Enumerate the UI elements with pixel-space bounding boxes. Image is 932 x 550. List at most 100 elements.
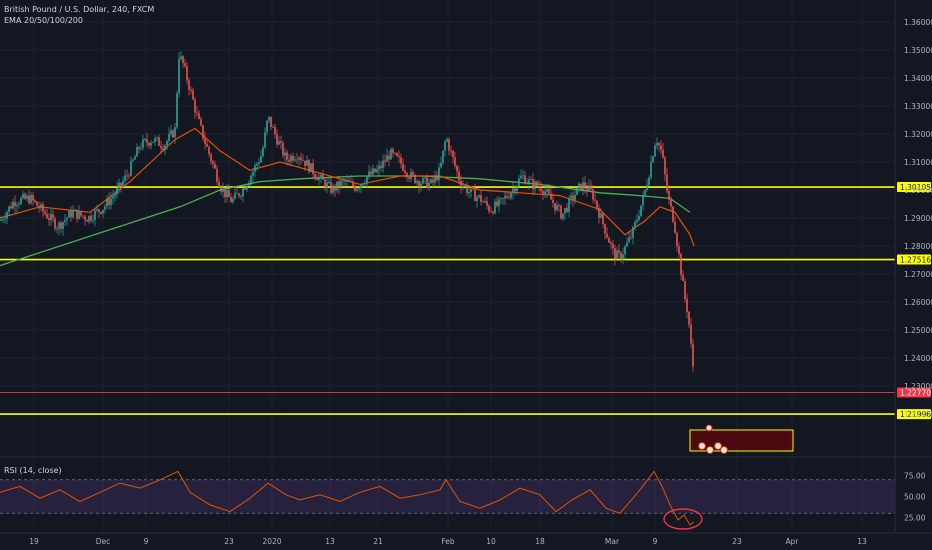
- candle-body[interactable]: [460, 180, 462, 188]
- candle-body[interactable]: [112, 196, 114, 199]
- candle-body[interactable]: [688, 311, 690, 325]
- candle-body[interactable]: [150, 142, 152, 146]
- candle-body[interactable]: [84, 216, 86, 220]
- candle-body[interactable]: [294, 159, 296, 161]
- candle-body[interactable]: [468, 192, 470, 194]
- candle-body[interactable]: [338, 181, 340, 188]
- candle-body[interactable]: [600, 213, 602, 218]
- candle-body[interactable]: [570, 195, 572, 199]
- candle-body[interactable]: [54, 218, 56, 229]
- candle-body[interactable]: [478, 194, 480, 198]
- candle-body[interactable]: [404, 170, 406, 174]
- candle-body[interactable]: [140, 147, 142, 149]
- candle-body[interactable]: [640, 205, 642, 217]
- candle-body[interactable]: [306, 159, 308, 166]
- candle-body[interactable]: [588, 185, 590, 192]
- candle-body[interactable]: [484, 201, 486, 202]
- candle-body[interactable]: [242, 187, 244, 197]
- candle-body[interactable]: [168, 133, 170, 142]
- candle-body[interactable]: [652, 156, 654, 163]
- candle-body[interactable]: [376, 169, 378, 173]
- candle-body[interactable]: [446, 139, 448, 142]
- candle-body[interactable]: [18, 203, 20, 205]
- candle-body[interactable]: [50, 214, 52, 220]
- candle-body[interactable]: [290, 155, 292, 162]
- candle-body[interactable]: [452, 150, 454, 158]
- candle-body[interactable]: [292, 155, 294, 161]
- candle-body[interactable]: [6, 211, 8, 219]
- candle-body[interactable]: [336, 181, 338, 191]
- candle-body[interactable]: [204, 138, 206, 144]
- candle-body[interactable]: [124, 175, 126, 181]
- candle-body[interactable]: [584, 182, 586, 189]
- candle-body[interactable]: [416, 181, 418, 184]
- candle-body[interactable]: [228, 190, 230, 198]
- candle-body[interactable]: [522, 175, 524, 177]
- candle-body[interactable]: [364, 183, 366, 185]
- candle-body[interactable]: [98, 209, 100, 212]
- candle-body[interactable]: [616, 250, 618, 260]
- candle-body[interactable]: [308, 159, 310, 172]
- candle-body[interactable]: [44, 211, 46, 214]
- candle-body[interactable]: [536, 181, 538, 187]
- candle-body[interactable]: [542, 190, 544, 194]
- candle-body[interactable]: [72, 210, 74, 218]
- candle-body[interactable]: [418, 181, 420, 187]
- candle-body[interactable]: [528, 179, 530, 183]
- candle-body[interactable]: [666, 174, 668, 192]
- candle-body[interactable]: [322, 174, 324, 180]
- candle-body[interactable]: [498, 199, 500, 206]
- candle-body[interactable]: [380, 165, 382, 168]
- candle-body[interactable]: [216, 168, 218, 182]
- candle-body[interactable]: [310, 163, 312, 172]
- candle-body[interactable]: [256, 163, 258, 166]
- candle-body[interactable]: [244, 187, 246, 190]
- candle-body[interactable]: [330, 181, 332, 193]
- candle-body[interactable]: [604, 223, 606, 234]
- candle-body[interactable]: [438, 167, 440, 181]
- candle-body[interactable]: [206, 143, 208, 147]
- candle-body[interactable]: [134, 156, 136, 160]
- candle-body[interactable]: [344, 180, 346, 182]
- candle-body[interactable]: [74, 209, 76, 211]
- candle-body[interactable]: [642, 195, 644, 206]
- candle-body[interactable]: [42, 204, 44, 212]
- candle-body[interactable]: [90, 215, 92, 221]
- candle-body[interactable]: [144, 139, 146, 140]
- candle-body[interactable]: [8, 206, 10, 212]
- candle-body[interactable]: [38, 205, 40, 209]
- candle-body[interactable]: [302, 160, 304, 161]
- candle-body[interactable]: [686, 298, 688, 312]
- candle-body[interactable]: [550, 193, 552, 200]
- candle-body[interactable]: [202, 125, 204, 139]
- candle-body[interactable]: [624, 246, 626, 255]
- candle-body[interactable]: [196, 112, 198, 114]
- candle-body[interactable]: [198, 113, 200, 120]
- candle-body[interactable]: [30, 195, 32, 204]
- candle-body[interactable]: [342, 180, 344, 181]
- candle-body[interactable]: [602, 213, 604, 224]
- candle-body[interactable]: [312, 163, 314, 175]
- rsi-panel[interactable]: 75.00 50.00 25.00: [0, 470, 926, 530]
- candle-body[interactable]: [114, 194, 116, 197]
- candle-body[interactable]: [222, 189, 224, 192]
- candle-body[interactable]: [246, 185, 248, 190]
- candle-body[interactable]: [154, 138, 156, 142]
- candle-body[interactable]: [526, 182, 528, 184]
- candle-body[interactable]: [442, 150, 444, 163]
- candle-body[interactable]: [36, 201, 38, 206]
- candle-body[interactable]: [520, 175, 522, 179]
- candle-body[interactable]: [692, 343, 694, 367]
- candle-body[interactable]: [320, 174, 322, 177]
- candle-body[interactable]: [224, 189, 226, 198]
- candle-body[interactable]: [572, 195, 574, 200]
- candle-body[interactable]: [116, 187, 118, 195]
- candle-body[interactable]: [444, 141, 446, 151]
- candle-body[interactable]: [650, 162, 652, 178]
- candle-body[interactable]: [656, 143, 658, 146]
- candle-body[interactable]: [252, 171, 254, 176]
- candle-body[interactable]: [264, 132, 266, 148]
- candle-body[interactable]: [392, 149, 394, 153]
- candle-body[interactable]: [16, 204, 18, 207]
